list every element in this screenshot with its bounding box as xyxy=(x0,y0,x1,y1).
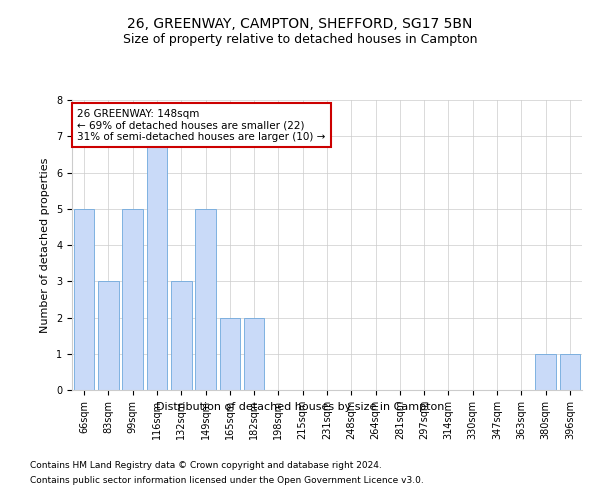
Bar xyxy=(535,354,556,390)
Bar xyxy=(244,318,265,390)
Text: Contains public sector information licensed under the Open Government Licence v3: Contains public sector information licen… xyxy=(30,476,424,485)
Y-axis label: Number of detached properties: Number of detached properties xyxy=(40,158,50,332)
Text: Distribution of detached houses by size in Campton: Distribution of detached houses by size … xyxy=(156,402,444,412)
Text: Size of property relative to detached houses in Campton: Size of property relative to detached ho… xyxy=(123,32,477,46)
Text: 26 GREENWAY: 148sqm
← 69% of detached houses are smaller (22)
31% of semi-detach: 26 GREENWAY: 148sqm ← 69% of detached ho… xyxy=(77,108,325,142)
Bar xyxy=(195,209,216,390)
Text: 26, GREENWAY, CAMPTON, SHEFFORD, SG17 5BN: 26, GREENWAY, CAMPTON, SHEFFORD, SG17 5B… xyxy=(127,18,473,32)
Bar xyxy=(146,136,167,390)
Text: Contains HM Land Registry data © Crown copyright and database right 2024.: Contains HM Land Registry data © Crown c… xyxy=(30,461,382,470)
Bar xyxy=(122,209,143,390)
Bar xyxy=(74,209,94,390)
Bar xyxy=(171,281,191,390)
Bar xyxy=(98,281,119,390)
Bar xyxy=(220,318,240,390)
Bar xyxy=(560,354,580,390)
